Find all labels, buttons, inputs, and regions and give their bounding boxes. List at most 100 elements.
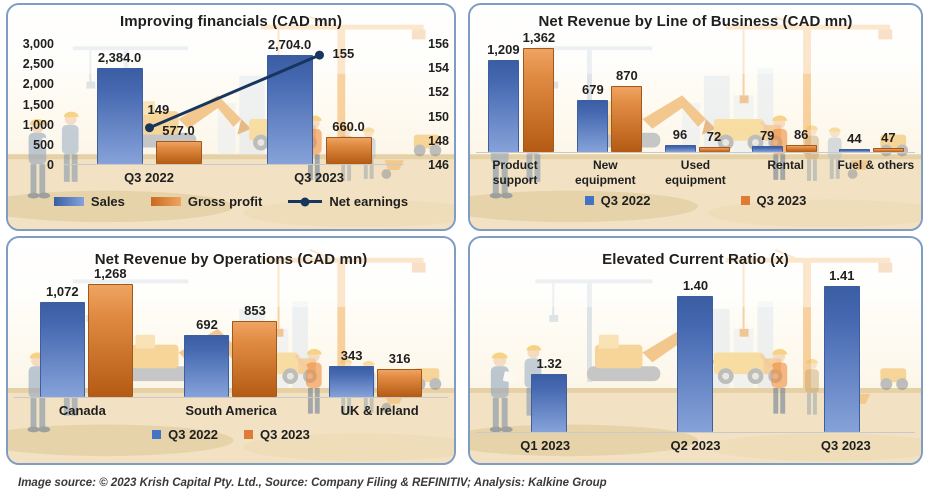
- bar-blue: [487, 59, 519, 152]
- bar-orange: [523, 48, 555, 152]
- category-label: Product support: [492, 158, 538, 187]
- bar-orange: [232, 321, 278, 397]
- axis-tick: 156: [428, 37, 449, 51]
- legend-item: Net earnings: [288, 194, 408, 209]
- value-label: 1,268: [94, 266, 127, 281]
- bar-group: 1.40: [677, 277, 714, 432]
- bar-blue: [96, 67, 143, 164]
- legend-label: Q3 2022: [168, 427, 218, 443]
- bar-group: 343 316: [329, 348, 423, 397]
- legend: Q3 2022 Q3 2023: [8, 427, 454, 442]
- bar-orange: [325, 137, 372, 164]
- category-label: Canada: [58, 403, 106, 418]
- value-label: 1,072: [46, 283, 79, 299]
- value-label: 47: [881, 130, 896, 146]
- panel-net-revenue-line-of-business: Net Revenue by Line of Business (CAD mn)…: [468, 3, 923, 231]
- axis-tick: 0: [47, 158, 54, 172]
- plot-area: 1,072 1,268 692 853 343 316: [14, 266, 448, 398]
- legend-label: Q3 2022: [600, 193, 651, 208]
- value-label: 86: [793, 127, 809, 143]
- bar-orange: [377, 368, 423, 397]
- bar-orange: [872, 148, 904, 152]
- bar-wrap: 1.40: [677, 277, 714, 432]
- bar-orange-marker: [150, 197, 181, 207]
- category-label: Q1 2023: [520, 438, 571, 453]
- value-label: 1,362: [522, 30, 556, 45]
- chart-title: Net Revenue by Line of Business (CAD mn): [538, 13, 853, 30]
- value-label: 343: [340, 348, 363, 364]
- legend-item: Q3 2023: [244, 427, 310, 442]
- legend: Sales Gross profit Net earnings: [8, 194, 454, 209]
- bar-group: 2,704.0 660.0: [266, 37, 372, 164]
- bar-blue: [838, 148, 870, 152]
- footer-attribution: Image source: © 2023 Krish Capital Pty. …: [18, 477, 607, 489]
- bar-wrap: 692: [184, 317, 230, 397]
- bar-blue: [677, 295, 714, 432]
- plot-area: 2,384.0 577.0 2,704.0 660.0 149 155: [64, 37, 404, 165]
- bar-wrap: 96: [664, 126, 696, 152]
- bar-wrap: 44: [838, 130, 870, 152]
- square-orange-marker: [244, 430, 253, 440]
- bar-group: 679 870: [577, 68, 643, 152]
- legend-label: Net earnings: [329, 194, 409, 210]
- category-label: Rental: [767, 158, 804, 172]
- plot-area: 1.32 1.40 1.41: [476, 268, 915, 433]
- bar-blue: [577, 100, 609, 152]
- legend-label: Sales: [90, 194, 125, 210]
- bar-group: 44 47: [838, 130, 904, 152]
- bar-wrap: 86: [785, 127, 817, 152]
- bar-wrap: 679: [577, 82, 609, 152]
- panel-elevated-current-ratio: Elevated Current Ratio (x) 1.32 1.40 1.41 Q…: [468, 236, 923, 465]
- legend-item: Sales: [53, 194, 125, 210]
- category-label: UK & Ireland: [340, 403, 419, 418]
- category-label: Fuel & others: [837, 158, 915, 172]
- value-label: 96: [672, 126, 688, 142]
- bar-wrap: 2,704.0: [266, 37, 313, 164]
- category-label: Q2 2023: [670, 438, 721, 453]
- value-label: 853: [244, 303, 266, 318]
- right-axis: 156 154 152 150 148 146: [404, 37, 454, 172]
- bar-wrap: 47: [872, 130, 904, 152]
- line-value-label: 155: [332, 46, 355, 62]
- bar-wrap: 343: [329, 348, 375, 397]
- bar-group: 96 72: [664, 126, 730, 152]
- chart-title: Net Revenue by Operations (CAD mn): [94, 251, 368, 268]
- bar-wrap: 316: [377, 351, 423, 397]
- chart-net-revenue-operations: 1,072 1,268 692 853 343 316 Canada South Americ…: [8, 266, 454, 442]
- line-value-label: 149: [147, 101, 170, 117]
- bar-wrap: 1.41: [823, 268, 860, 432]
- bar-orange: [785, 145, 817, 152]
- axis-tick: 1,000: [22, 117, 54, 132]
- axis-tick: 3,000: [22, 37, 54, 51]
- legend-item: Q3 2023: [740, 193, 806, 208]
- bar-group: 2,384.0 577.0: [96, 50, 202, 164]
- bar-wrap: 1.32: [531, 355, 568, 432]
- category-row: Product support New equipment Used equipme…: [470, 158, 921, 188]
- panel-improving-financials: Improving financials (CAD mn) 3,000 2,500…: [6, 3, 456, 231]
- value-label: 44: [847, 130, 862, 146]
- bar-wrap: 1,209: [487, 42, 520, 152]
- category-label: Used equipment: [665, 158, 726, 187]
- value-label: 79: [759, 128, 775, 143]
- bar-blue-marker: [53, 197, 84, 207]
- category-row: Q1 2023 Q2 2023 Q3 2023: [470, 438, 921, 454]
- value-label: 1.40: [682, 277, 709, 293]
- category-row: Q3 2022 Q3 2023: [8, 170, 454, 186]
- chart-title: Elevated Current Ratio (x): [602, 251, 789, 268]
- bar-group: 1.41: [823, 268, 860, 432]
- bar-blue: [184, 335, 230, 397]
- square-blue-marker: [152, 430, 162, 440]
- plot-area: 1,209 1,362 679 870 96 72 79 86 44 47: [476, 30, 915, 153]
- chart-net-revenue-line-of-business: 1,209 1,362 679 870 96 72 79 86 44 47 Product supp…: [470, 30, 921, 208]
- chart-elevated-current-ratio: 1.32 1.40 1.41 Q1 2023 Q2 2023 Q3 2023: [470, 268, 921, 454]
- axis-tick: 1,500: [22, 97, 54, 112]
- legend-item: Q3 2022: [152, 427, 218, 442]
- bar-orange: [611, 85, 643, 152]
- category-label: Q3 2022: [124, 170, 174, 185]
- axis-tick: 146: [428, 158, 449, 172]
- left-axis: 3,000 2,500 2,000 1,500 1,000 500 0: [8, 37, 64, 172]
- bar-wrap: 79: [751, 128, 783, 152]
- value-label: 1.32: [536, 355, 562, 371]
- bar-orange: [698, 146, 730, 152]
- bar-blue: [664, 144, 696, 152]
